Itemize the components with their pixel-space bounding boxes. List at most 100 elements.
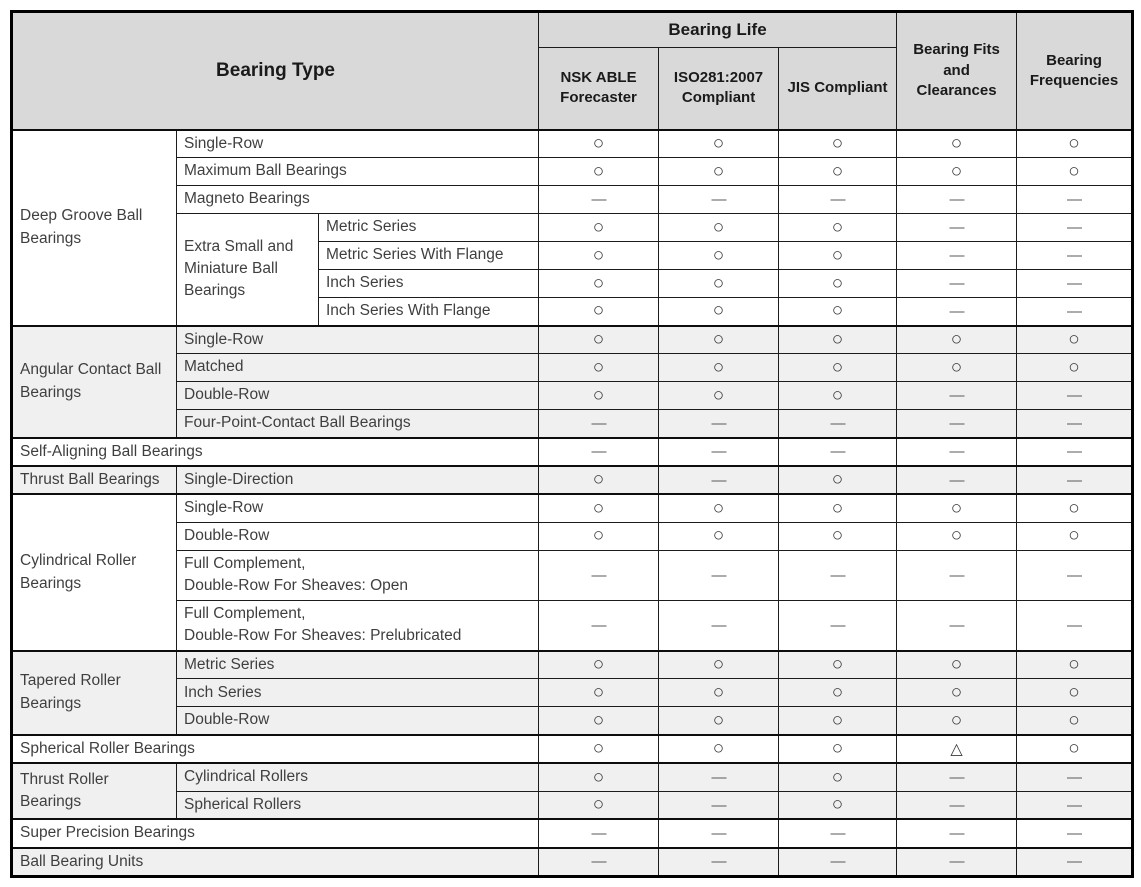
circle-mark: ○ [778,128,898,158]
dash-mark: — [658,549,780,601]
bearing-subtype-cell: Single-Row [175,493,540,523]
circle-mark: ○ [1016,128,1134,158]
dash-symbol: — [1067,247,1082,264]
circle-symbol: ○ [592,356,605,378]
bearing-group-cell: Extra Small and Miniature Ball Bearings [176,213,319,326]
dash-symbol: — [949,387,965,404]
circle-mark: ○ [658,353,780,382]
dash-mark: — [778,409,898,438]
dash-symbol: — [711,769,727,787]
bearing-subtype-cell: Single-Row [175,128,540,158]
dash-symbol: — [949,566,965,584]
circle-mark: ○ [538,128,660,158]
bearing-subtype-cell: Single-Direction [175,464,540,495]
bearing-group-cell: Self-Aligning Ball Bearings [10,436,540,467]
dash-mark: — [1016,381,1134,410]
dash-mark: — [896,381,1018,410]
dash-mark: — [1016,297,1134,326]
circle-symbol: ○ [712,328,725,350]
dash-mark: — [896,818,1018,849]
circle-mark: ○ [778,733,898,764]
circle-mark: ○ [1016,521,1134,551]
dash-mark: — [778,549,898,601]
triangle-mark: △ [896,733,1018,764]
circle-symbol: ○ [592,794,605,816]
circle-mark: ○ [658,678,780,708]
table-row: Tapered Roller Bearings Metric Series ○ ○ ○ ○… [11,649,1134,736]
dash-mark: — [1016,790,1134,820]
bearing-group-cell: Cylindrical Roller Bearings [11,493,177,652]
circle-mark: ○ [896,353,1018,382]
circle-mark: ○ [778,269,898,298]
circle-symbol: ○ [712,300,725,322]
circle-symbol: ○ [592,300,605,322]
dash-symbol: — [711,853,727,871]
header-jis-compliant: JIS Compliant [778,47,898,130]
dash-mark: — [658,599,780,652]
dash-symbol: — [1067,219,1082,236]
circle-mark: ○ [778,353,898,382]
dash-mark: — [1016,241,1134,270]
bearing-subtype-cell: Metric Series With Flange [317,241,540,270]
bearing-subtype-cell: Maximum Ball Bearings [175,157,540,186]
circle-symbol: ○ [712,244,725,266]
dash-mark: — [658,464,780,495]
dash-symbol: — [591,825,607,843]
circle-symbol: ○ [1068,525,1080,547]
circle-symbol: ○ [1068,654,1080,676]
circle-mark: ○ [538,353,660,382]
dash-symbol: — [1067,387,1082,404]
bearing-group-cell: Angular Contact Ball Bearings [11,324,177,438]
circle-mark: ○ [658,649,780,680]
bearing-subtype-cell: Double-Row [175,706,540,736]
circle-symbol: ○ [950,356,963,378]
dash-mark: — [1016,436,1134,467]
circle-mark: ○ [538,493,660,523]
circle-symbol: ○ [1068,160,1080,182]
dash-mark: — [1016,409,1134,438]
circle-symbol: ○ [592,160,605,182]
table-row: Deep Groove Ball Bearings Single-Row ○ ○ ○ ○ ○ [11,128,1134,326]
dash-mark: — [658,185,780,214]
bearing-subtype-cell: Metric Series [175,649,540,680]
table-row: Maximum Ball Bearings ○ ○ ○ ○ ○ [12,157,1134,186]
table-row: Full Complement, Double-Row For Sheaves:… [12,549,1134,601]
circle-mark: ○ [658,706,780,736]
dash-symbol: — [591,616,607,634]
circle-symbol: ○ [712,160,725,182]
dash-mark: — [538,599,660,652]
dash-mark: — [778,818,898,849]
dash-mark: — [658,762,780,792]
circle-symbol: ○ [831,300,844,322]
circle-mark: ○ [1016,157,1134,186]
circle-symbol: ○ [592,244,605,266]
bearing-subtype-cell: Full Complement, Double-Row For Sheaves:… [175,599,540,652]
dash-mark: — [1016,213,1134,242]
circle-mark: ○ [1016,493,1134,523]
dash-mark: — [778,185,898,214]
circle-mark: ○ [1016,353,1134,382]
dash-mark: — [896,599,1018,652]
circle-symbol: ○ [1068,681,1080,703]
circle-symbol: ○ [1068,328,1080,350]
bearing-subtype-cell: Cylindrical Rollers [175,762,540,792]
dash-mark: — [778,436,898,467]
dash-symbol: — [591,566,607,584]
table-row: Extra Small and Miniature Ball Bearings M… [12,213,1134,326]
circle-symbol: ○ [712,384,725,406]
bearing-subtype-cell: Inch Series [317,269,540,298]
bearing-subtype-cell: Matched [175,353,540,382]
dash-mark: — [896,464,1018,495]
bearing-subtype-cell: Metric Series [317,213,540,242]
header-bearing-fits-clearances: Bearing Fits and Clearances [896,11,1018,130]
circle-mark: ○ [896,678,1018,708]
bearing-support-table: Bearing Type Bearing Life Bearing Fits a… [10,10,1135,879]
table-row: Four-Point-Contact Ball Bearings — — — — — [12,409,1134,438]
dash-mark: — [896,185,1018,214]
circle-mark: ○ [896,324,1018,354]
circle-symbol: ○ [1068,132,1080,154]
circle-symbol: ○ [950,681,963,703]
circle-mark: ○ [1016,678,1134,708]
circle-symbol: ○ [712,497,725,519]
